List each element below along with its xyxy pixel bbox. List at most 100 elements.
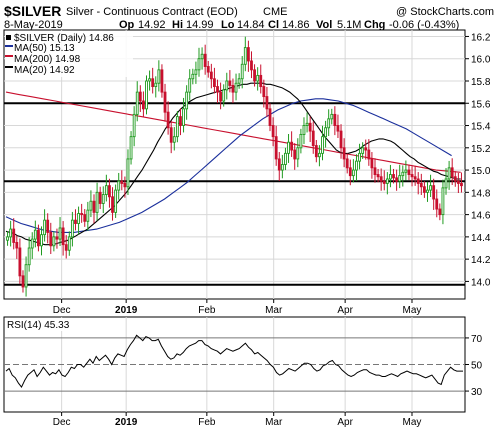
cl-label: Cl (268, 19, 279, 31)
candle-body (256, 74, 260, 82)
candle-body (429, 185, 432, 191)
candle-body (262, 86, 266, 98)
candle-body (46, 219, 50, 233)
candle-body (318, 152, 321, 158)
rsi-tick-label: 30 (471, 387, 483, 398)
candle-body (370, 158, 374, 169)
x-axis-label: Apr (337, 417, 353, 428)
candle-body (376, 174, 380, 178)
candle-body (395, 177, 399, 182)
x-axis-label: Dec (53, 305, 71, 316)
legend-ma50: MA(50) 15.13 (14, 43, 75, 54)
candle-body (157, 69, 161, 84)
candle-body (37, 229, 40, 247)
candle-body (64, 244, 68, 251)
candle-body (422, 186, 426, 193)
cl-value: 14.86 (282, 19, 310, 31)
x-axis-label: May (403, 305, 422, 316)
candle-body (24, 264, 28, 288)
candle-body (138, 91, 142, 102)
candle-body (74, 219, 77, 224)
candle-body (219, 91, 223, 102)
candle-body (166, 111, 170, 129)
x-axis-label: Feb (198, 417, 216, 428)
price-tick-label: 14.0 (471, 277, 491, 288)
candle-body (339, 130, 343, 149)
candle-body (287, 141, 290, 154)
candle-body (404, 169, 408, 173)
candle-body (169, 127, 173, 143)
lo-value: 14.84 (237, 19, 265, 31)
rsi-tick-label: 70 (471, 334, 483, 345)
x-axis-label: 2019 (115, 305, 138, 316)
candle-body (432, 185, 436, 200)
candle-body (92, 200, 96, 213)
candle-body (132, 113, 136, 138)
chg-value: -0.06 (-0.43%) (389, 19, 459, 31)
rsi-label-background (5, 318, 97, 331)
candle-body (222, 89, 226, 102)
candle-body (135, 91, 139, 115)
rsi-tick-label: 50 (471, 361, 483, 372)
candle-body (61, 227, 65, 246)
price-tick-label: 14.2 (471, 255, 491, 266)
candle-body (101, 194, 105, 204)
candles (6, 36, 463, 297)
candle-body (351, 169, 355, 177)
candle-body (179, 116, 182, 126)
candle-body (43, 219, 47, 236)
price-axis-ticks: 14.0 14.2 14.4 14.6 14.8 15.0 15.2 15.4 15.6 15.8… (465, 32, 491, 288)
candle-body (456, 180, 460, 184)
candle-body (27, 247, 31, 266)
candle-body (280, 164, 284, 171)
candle-body (49, 231, 53, 247)
candle-body (327, 118, 331, 129)
candle-body (197, 58, 201, 71)
candle-body (70, 219, 74, 238)
rsi-panel: 30 50 70 RSI(14) 45.33 (3, 316, 483, 416)
candle-body (398, 175, 402, 182)
candle-body (321, 136, 324, 154)
candle-body (274, 136, 278, 160)
candle-body (172, 136, 176, 143)
candle-body (330, 113, 334, 120)
vol-label: Vol (316, 19, 332, 31)
lo-label: Lo (221, 19, 235, 31)
candle-body (83, 214, 87, 222)
vol-value: 5.1M (337, 19, 361, 31)
candle-body (435, 198, 439, 210)
candle-body (265, 96, 269, 110)
ohlc-readout: Op 14.92 Hi 14.99 Lo 14.84 Cl 14.86 Vol … (119, 19, 459, 31)
candle-body (426, 189, 429, 193)
chart-legend: $SILVER (Daily) 14.86 MA(50) 15.13 MA(20… (5, 31, 133, 77)
rsi-axis-ticks: 30 50 70 (465, 334, 483, 398)
candle-body (271, 125, 275, 138)
candle-body (450, 167, 454, 178)
candle-body (311, 130, 315, 147)
candle-body (120, 180, 124, 184)
candle-body (246, 47, 250, 62)
candle-body (385, 178, 389, 184)
candle-body (407, 169, 411, 175)
candle-body (345, 158, 349, 169)
candle-body (268, 108, 272, 126)
x-axis-label: 2019 (115, 417, 138, 428)
candle-body (444, 178, 448, 189)
candle-body (30, 238, 34, 249)
candle-body (52, 236, 56, 247)
candle-body (206, 66, 210, 73)
candle-body (348, 167, 352, 177)
candle-body (299, 133, 303, 149)
legend-swatch-price (6, 35, 11, 40)
price-tick-label: 15.4 (471, 122, 491, 133)
candle-body (355, 160, 358, 171)
candle-body (148, 78, 151, 82)
candle-body (379, 176, 383, 182)
rsi-line (5, 334, 463, 389)
candle-body (460, 182, 463, 187)
price-tick-label: 14.4 (471, 233, 491, 244)
candle-body (163, 91, 167, 113)
candle-body (151, 78, 155, 88)
ma50-line (5, 98, 452, 233)
